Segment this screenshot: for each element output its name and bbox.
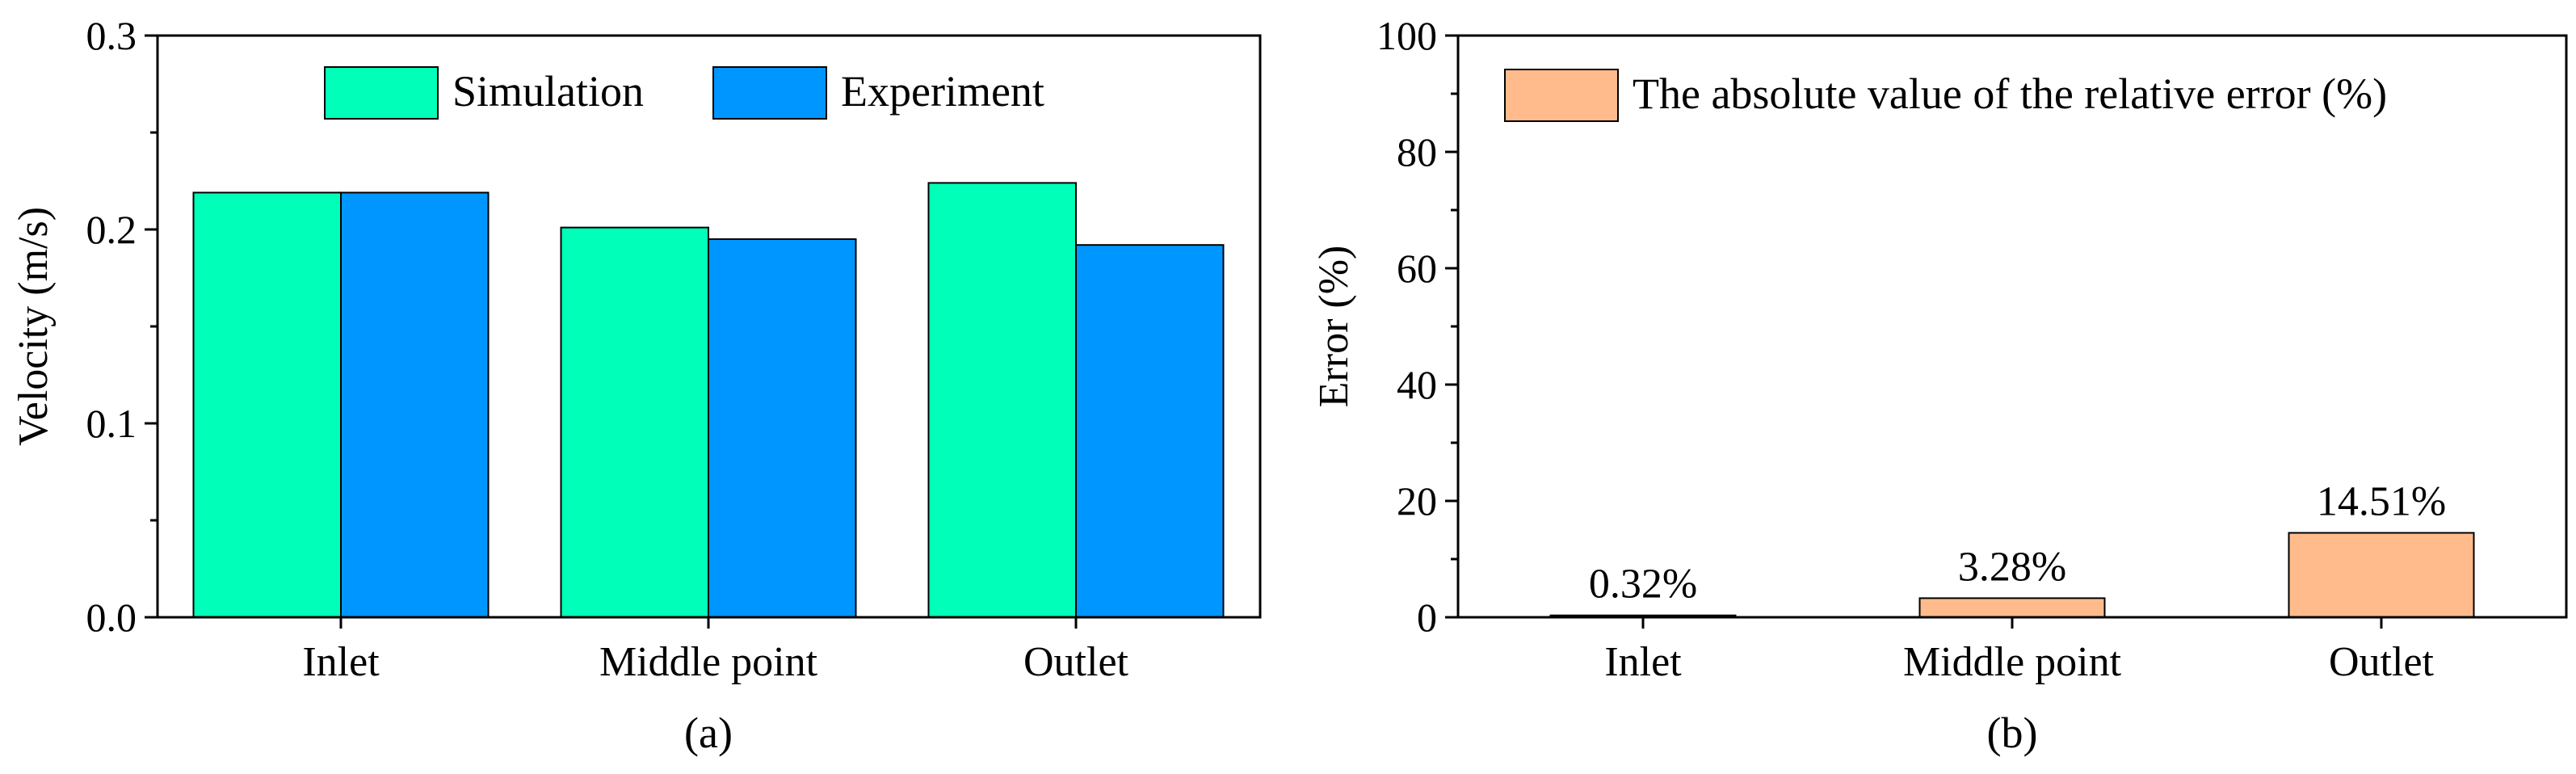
data-label-inlet: 0.32% — [1589, 562, 1697, 608]
y-tick-label-100: 100 — [1376, 13, 1437, 58]
legend-swatch-experiment — [712, 66, 827, 120]
y-tick-label-80: 80 — [1397, 129, 1437, 175]
chart-a-legend: Simulation Experiment — [324, 66, 1044, 120]
x-tick-label-outlet: Outlet — [1023, 639, 1129, 685]
bar-simulation-outlet — [927, 182, 1077, 618]
y-tick-label-60: 60 — [1397, 246, 1437, 291]
x-tick-label-outlet: Outlet — [2329, 639, 2435, 685]
chart-b-bars: 0.32% 3.28% 14.51% — [1549, 479, 2475, 619]
chart-b-ylabel: Error (%) — [1311, 246, 1357, 408]
y-tick-label-0: 0 — [1417, 595, 1437, 640]
bar-the-absolute-value-of-th-outlet — [2288, 532, 2475, 619]
y-tick-label-0-0: 0.0 — [86, 595, 137, 640]
bar-the-absolute-value-of-th-middle-point — [1918, 597, 2106, 618]
chart-a: Inlet Middle point Outlet 0.0 0.1 0.2 0.3 Simu… — [11, 13, 1262, 757]
x-tick-label-middle-point: Middle point — [599, 639, 818, 685]
bar-simulation-inlet — [192, 191, 342, 618]
legend-swatch-simulation — [324, 66, 439, 120]
chart-a-ylabel: Velocity (m/s) — [11, 207, 57, 446]
y-tick-label-0-3: 0.3 — [86, 13, 137, 58]
y-tick-label-0-2: 0.2 — [86, 207, 137, 252]
bar-experiment-inlet — [340, 191, 490, 618]
chart-a-bars — [192, 182, 1225, 618]
chart-b-legend: The absolute value of the relative error… — [1504, 69, 2387, 122]
x-tick-label-inlet: Inlet — [302, 639, 380, 685]
legend-label-experiment: Experiment — [841, 67, 1044, 116]
chart-b-ticks: Inlet Middle point Outlet 0 20 40 60 80 100 — [1376, 13, 2435, 685]
legend-label-relative-error: The absolute value of the relative error… — [1633, 69, 2387, 118]
chart-b-frame — [1456, 34, 2568, 619]
chart-b: 0.32% 3.28% 14.51% Inlet Middle point Outlet… — [1311, 13, 2568, 757]
chart-a-ticks: Inlet Middle point Outlet 0.0 0.1 0.2 0.3 — [86, 13, 1129, 685]
bar-experiment-middle-point — [708, 238, 857, 618]
bar-experiment-outlet — [1075, 244, 1225, 618]
y-tick-label-40: 40 — [1397, 362, 1437, 407]
chart-a-caption: (a) — [684, 709, 733, 757]
legend-swatch-relative-error — [1504, 69, 1619, 122]
x-tick-label-middle-point: Middle point — [1903, 639, 2122, 685]
chart-b-caption: (b) — [1987, 709, 2038, 757]
data-label-middle-point: 3.28% — [1958, 544, 2066, 590]
y-tick-label-20: 20 — [1397, 478, 1437, 524]
y-tick-label-0-1: 0.1 — [86, 401, 137, 446]
bar-simulation-middle-point — [560, 226, 709, 618]
x-tick-label-inlet: Inlet — [1604, 639, 1682, 685]
legend-label-simulation: Simulation — [452, 67, 644, 116]
data-label-outlet: 14.51% — [2317, 479, 2446, 525]
